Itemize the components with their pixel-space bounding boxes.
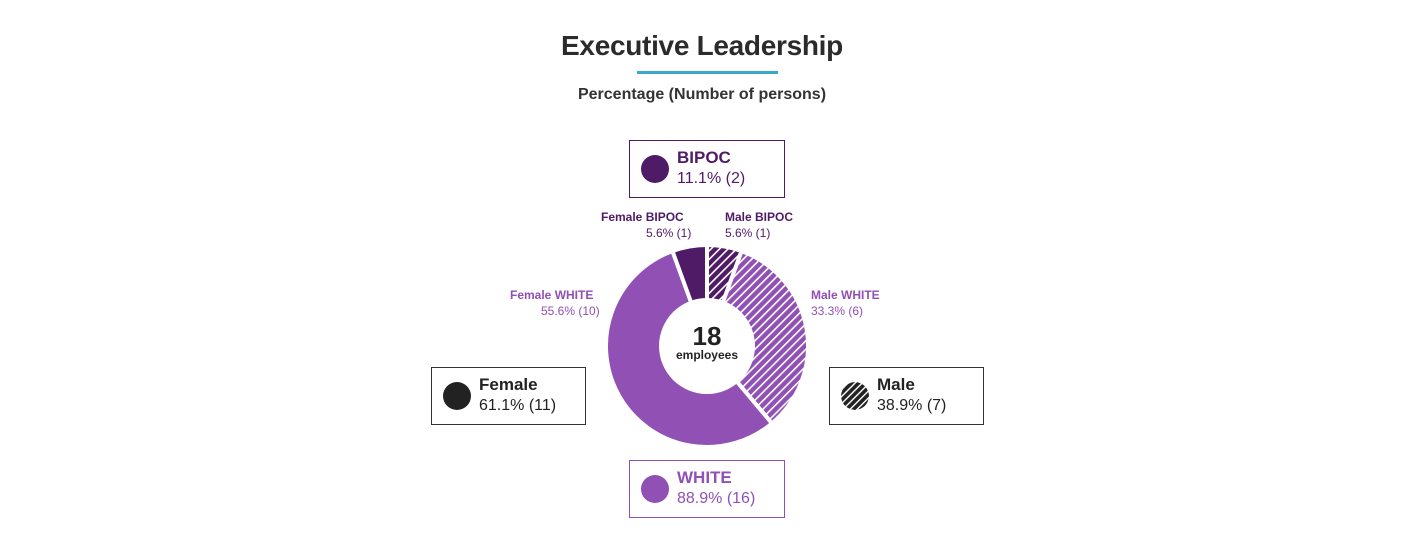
chart-subtitle: Percentage (Number of persons): [577, 86, 827, 103]
legend-box-male: Male 38.9% (7): [829, 367, 984, 425]
slice-male-white: [704, 248, 810, 427]
value-female-bipoc: 5.6% (1): [646, 226, 692, 240]
legend-bipoc-label: BIPOC: [677, 148, 731, 167]
female-solid-dot-icon: [443, 382, 471, 410]
legend-white-value: 88.9% (16): [677, 490, 756, 507]
bipoc-dot-icon: [641, 155, 669, 183]
legend-box-female: Female 61.1% (11): [431, 367, 586, 425]
legend-box-bipoc: BIPOC 11.1% (2): [629, 140, 785, 198]
legend-box-white: WHITE 88.9% (16): [629, 460, 785, 518]
male-hatched-dot-icon: [841, 382, 869, 410]
center-label: employees: [676, 348, 738, 362]
chart-title: Executive Leadership: [561, 30, 843, 61]
center-number: 18: [693, 321, 722, 351]
legend-male-label: Male: [877, 375, 915, 394]
legend-female-label: Female: [479, 375, 538, 394]
legend-white-label: WHITE: [677, 468, 732, 487]
legend-bipoc-value: 11.1% (2): [677, 170, 746, 187]
label-male-white: Male WHITE: [811, 288, 880, 302]
label-female-bipoc: Female BIPOC: [601, 210, 684, 224]
donut-hole: [659, 298, 755, 394]
label-female-white: Female WHITE: [510, 288, 594, 302]
legend-male-value: 38.9% (7): [877, 397, 947, 414]
value-female-white: 55.6% (10): [541, 304, 600, 318]
value-male-bipoc: 5.6% (1): [725, 226, 771, 240]
legend-female-value: 61.1% (11): [479, 397, 557, 414]
title-underline: [637, 71, 778, 74]
value-male-white: 33.3% (6): [811, 304, 864, 318]
white-dot-icon: [641, 475, 669, 503]
label-male-bipoc: Male BIPOC: [725, 210, 794, 224]
